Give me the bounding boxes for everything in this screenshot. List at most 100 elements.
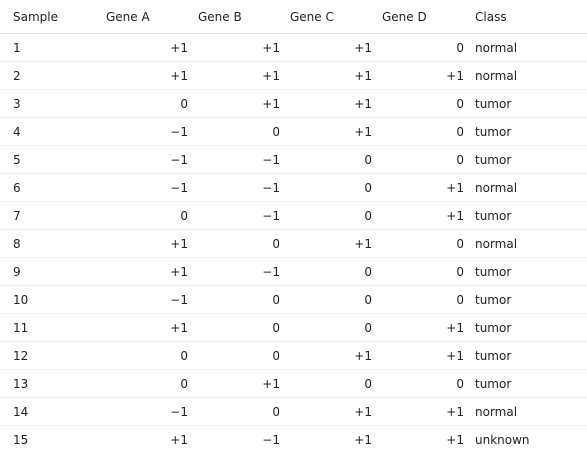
cell-gene-c-value: 0 xyxy=(364,376,372,391)
header-class: Class xyxy=(464,0,587,34)
cell-gene-b: 0 xyxy=(188,117,280,146)
cell-gene-d-value: +1 xyxy=(446,348,464,363)
cell-gene-c: 0 xyxy=(280,145,372,174)
cell-gene-b: 0 xyxy=(188,285,280,314)
cell-class: tumor xyxy=(464,117,587,146)
cell-gene-d: +1 xyxy=(372,313,464,342)
cell-gene-b-value: 0 xyxy=(272,236,280,251)
cell-class: tumor xyxy=(464,145,587,174)
table-row: 8 +1 0 +1 0 normal xyxy=(0,229,587,258)
cell-gene-b-value: −1 xyxy=(262,152,280,167)
cell-gene-a-value: +1 xyxy=(170,432,188,447)
cell-gene-d: 0 xyxy=(372,117,464,146)
cell-class: tumor xyxy=(464,341,587,370)
cell-class: unknown xyxy=(475,432,530,447)
table-row: 13 0 +1 0 0 tumor xyxy=(0,369,587,398)
cell-gene-d-value: 0 xyxy=(456,152,464,167)
cell-gene-b-value: −1 xyxy=(262,432,280,447)
cell-gene-b: 0 xyxy=(188,229,280,258)
cell-gene-b-value: +1 xyxy=(262,96,280,111)
cell-gene-d-value: 0 xyxy=(456,96,464,111)
header-gene-c: Gene C xyxy=(280,0,372,34)
cell-gene-b: −1 xyxy=(188,173,280,202)
cell-gene-a: −1 xyxy=(96,397,188,426)
cell-class: normal xyxy=(464,229,587,258)
cell-class: normal xyxy=(464,173,587,202)
cell-gene-a-value: 0 xyxy=(180,348,188,363)
header-gene-d: Gene D xyxy=(372,0,464,34)
cell-gene-a: 0 xyxy=(96,89,188,118)
cell-gene-a-value: −1 xyxy=(170,180,188,195)
cell-gene-b-value: +1 xyxy=(262,376,280,391)
cell-sample: 10 xyxy=(0,285,96,314)
cell-sample: 8 xyxy=(0,229,96,258)
cell-gene-b: +1 xyxy=(188,61,280,90)
cell-gene-b-value: −1 xyxy=(262,264,280,279)
cell-gene-a-value: 0 xyxy=(180,96,188,111)
cell-sample: 14 xyxy=(0,397,96,426)
header-row: Sample Gene A Gene B Gene C Gene D Class xyxy=(0,0,587,34)
cell-class: tumor xyxy=(464,257,587,286)
cell-gene-c-value: +1 xyxy=(354,96,372,111)
cell-gene-d: 0 xyxy=(372,369,464,398)
cell-sample: 4 xyxy=(0,117,96,146)
cell-class: normal xyxy=(464,397,587,426)
cell-gene-b: −1 xyxy=(188,201,280,230)
cell-gene-b: −1 xyxy=(188,145,280,174)
cell-gene-c-value: +1 xyxy=(354,40,372,55)
cell-gene-d-value: 0 xyxy=(456,376,464,391)
cell-gene-d-value: 0 xyxy=(456,292,464,307)
header-gene-b: Gene B xyxy=(188,0,280,34)
cell-class: tumor xyxy=(464,89,587,118)
cell-sample: 15 xyxy=(13,432,29,447)
cell-gene-d-value: 0 xyxy=(456,236,464,251)
cell-gene-c-value: +1 xyxy=(354,432,372,447)
cell-gene-a: 0 xyxy=(96,201,188,230)
table-body: 1 +1 +1 +1 0 normal 2 +1 +1 +1 +1 normal 3 0 +1 +1 0 tumo… xyxy=(0,33,587,454)
cell-gene-c: +1 xyxy=(280,117,372,146)
cell-gene-d-value: +1 xyxy=(446,68,464,83)
table-row: 5 −1 −1 0 0 tumor xyxy=(0,145,587,174)
cell-gene-b-value: +1 xyxy=(262,40,280,55)
cell-gene-d: +1 xyxy=(372,426,464,454)
cell-gene-a-value: −1 xyxy=(170,404,188,419)
cell-gene-c-value: 0 xyxy=(364,264,372,279)
cell-gene-c-value: +1 xyxy=(354,236,372,251)
cell-gene-a-value: 0 xyxy=(180,208,188,223)
cell-gene-a: +1 xyxy=(96,229,188,258)
cell-class: normal xyxy=(464,33,587,62)
cell-gene-a: +1 xyxy=(96,313,188,342)
cell-gene-c-value: 0 xyxy=(364,180,372,195)
cell-class: tumor xyxy=(464,285,587,314)
table-row: 9 +1 −1 0 0 tumor xyxy=(0,257,587,286)
cell-gene-b-value: 0 xyxy=(272,404,280,419)
cell-sample: 7 xyxy=(0,201,96,230)
cell-gene-a: +1 xyxy=(96,257,188,286)
cell-gene-a: +1 xyxy=(96,61,188,90)
cell-gene-c: +1 xyxy=(280,33,372,62)
cell-gene-a: −1 xyxy=(96,117,188,146)
cell-gene-b-value: −1 xyxy=(262,208,280,223)
cell-gene-a: +1 xyxy=(96,426,188,454)
cell-gene-b-value: −1 xyxy=(262,180,280,195)
cell-gene-a-value: +1 xyxy=(170,236,188,251)
cell-gene-c: +1 xyxy=(280,89,372,118)
cell-sample: 11 xyxy=(0,313,96,342)
cell-gene-b-value: 0 xyxy=(272,124,280,139)
cell-gene-d: 0 xyxy=(372,145,464,174)
cell-gene-c-value: 0 xyxy=(364,292,372,307)
cell-gene-a-value: +1 xyxy=(170,320,188,335)
cell-sample: 12 xyxy=(0,341,96,370)
cell-gene-c: +1 xyxy=(280,426,372,454)
cell-gene-c-value: +1 xyxy=(354,404,372,419)
cell-gene-a: −1 xyxy=(96,285,188,314)
cell-gene-a: −1 xyxy=(96,145,188,174)
cell-class: tumor xyxy=(464,201,587,230)
header-sample: Sample xyxy=(0,0,96,34)
cell-gene-c-value: 0 xyxy=(364,152,372,167)
cell-gene-a: 0 xyxy=(96,369,188,398)
cell-gene-c: +1 xyxy=(280,61,372,90)
cell-class: normal xyxy=(464,61,587,90)
